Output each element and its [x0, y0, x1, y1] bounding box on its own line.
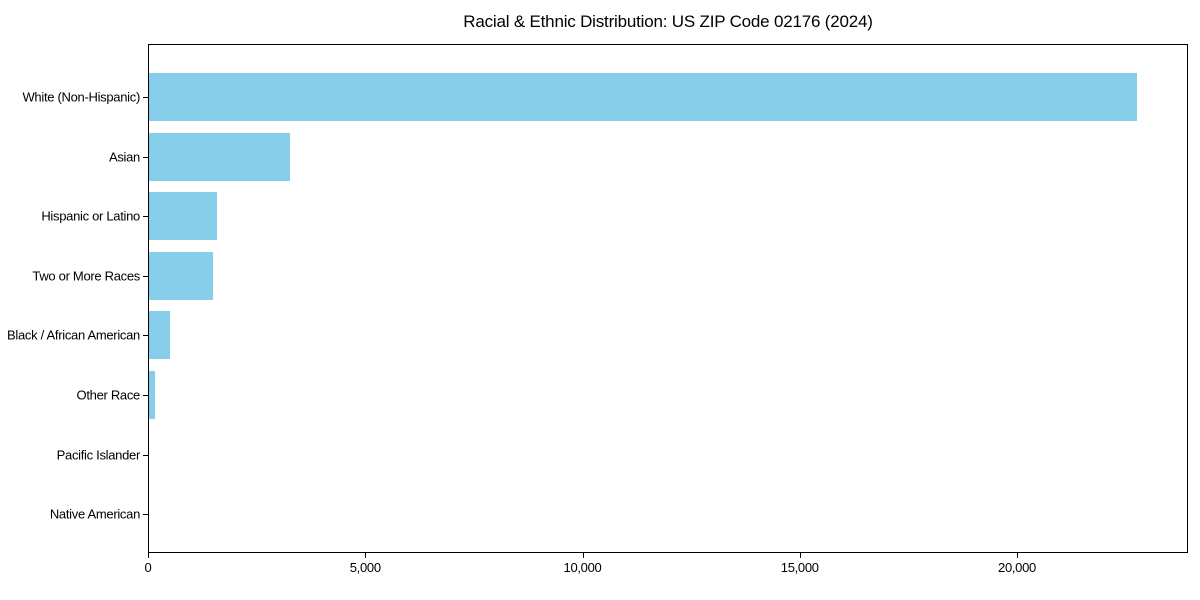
chart-title: Racial & Ethnic Distribution: US ZIP Cod…: [463, 12, 873, 31]
x-tick-label-20000: 20,000: [998, 560, 1036, 575]
y-tick-mark: [143, 97, 148, 98]
x-tick-mark: [582, 553, 584, 558]
y-tick-mark: [143, 216, 148, 218]
y-axis-label-black-african-american: Black / African American: [7, 327, 140, 343]
y-axis-label-asian: Asian: [108, 149, 140, 165]
y-tick-mark: [143, 514, 148, 516]
y-axis-label-native-american: Native American: [49, 506, 140, 522]
bar-black-african-american: [149, 311, 170, 360]
y-tick-mark: [143, 454, 148, 456]
x-tick-mark: [365, 553, 367, 558]
plot-area: [148, 44, 1188, 553]
bar-white-non-hispanic: [149, 73, 1137, 121]
y-axis-label-other-race: Other Race: [76, 387, 141, 403]
bar-hispanic-or-latino: [149, 192, 217, 241]
y-axis-label-pacific-islander: Pacific Islander: [56, 447, 141, 463]
y-axis-label-white-non-hispanic: White (Non-Hispanic): [22, 89, 140, 105]
x-tick-mark: [1017, 553, 1018, 558]
bar-two-or-more-races: [149, 251, 213, 300]
x-tick-label-15000: 15,000: [780, 560, 819, 575]
x-tick-label-5000: 5,000: [349, 560, 381, 575]
y-tick-mark: [143, 335, 148, 337]
x-tick-label-10000: 10,000: [563, 560, 602, 575]
x-tick-mark: [799, 553, 801, 558]
y-tick-mark: [143, 156, 148, 158]
y-axis-label-two-or-more-races: Two or More Races: [32, 268, 140, 284]
bar-asian: [149, 132, 290, 181]
x-tick-label-0: 0: [144, 560, 152, 575]
y-tick-mark: [143, 395, 148, 396]
y-axis-label-hispanic-or-latino: Hispanic or Latino: [41, 208, 140, 224]
bar-other-race: [149, 371, 155, 419]
x-tick-mark: [148, 553, 149, 558]
y-tick-mark: [143, 275, 148, 277]
